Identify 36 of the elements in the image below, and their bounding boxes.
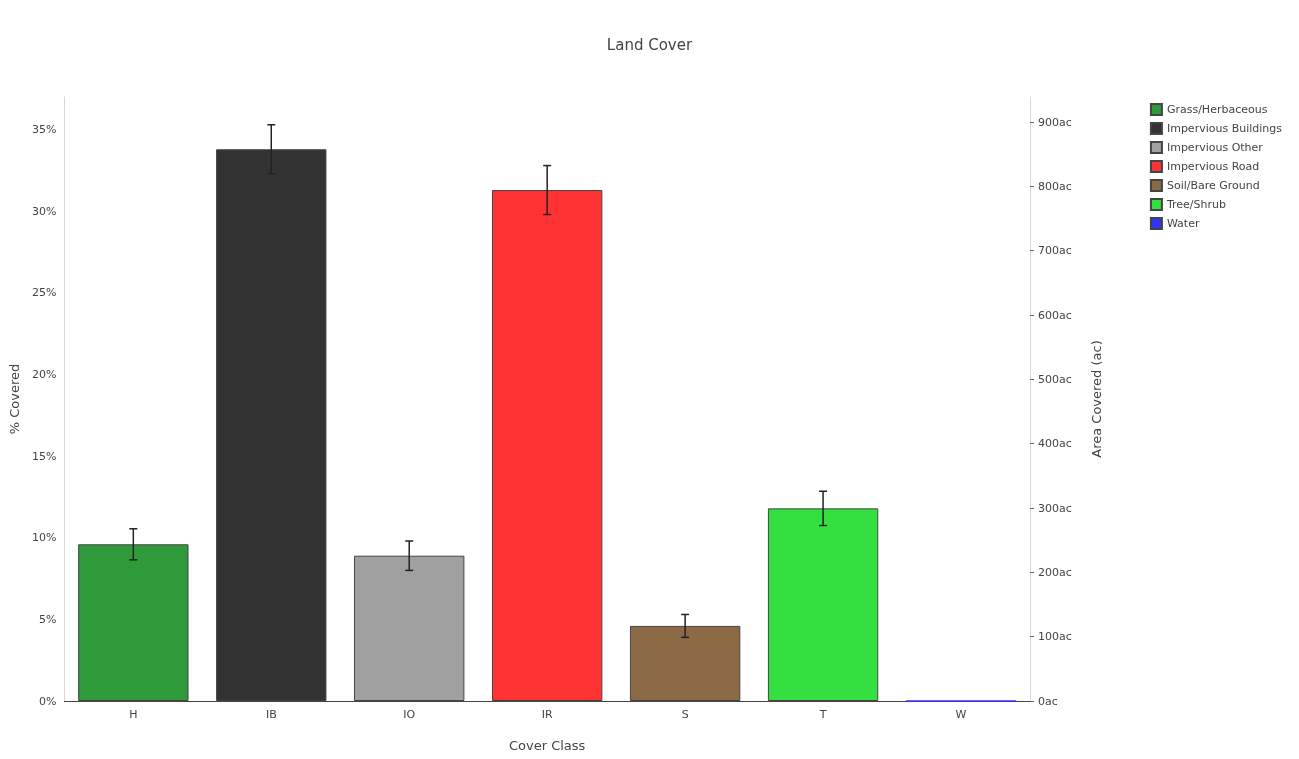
x-tick-label: T [818, 708, 827, 721]
legend-label: Impervious Buildings [1166, 122, 1283, 135]
x-tick-label: S [681, 708, 689, 721]
legend-label: Impervious Other [1166, 141, 1264, 154]
y-tick-label: 5% [38, 612, 57, 626]
y-tick-label: 25% [31, 286, 57, 300]
y2-tick-label: 500ac [1038, 372, 1072, 386]
legend-label: Soil/Bare Ground [1166, 179, 1260, 192]
y2-tick-label: 600ac [1038, 308, 1072, 322]
y-tick-label: 10% [31, 531, 57, 545]
y-tick-label: 30% [31, 204, 57, 218]
y2-axis-title: Area Covered (ac) [1089, 340, 1104, 458]
y-axis-title: % Covered [7, 363, 22, 435]
y-tick-label: 35% [31, 123, 57, 137]
x-axis-title: Cover Class [508, 738, 586, 753]
x-tick-label: IR [541, 708, 553, 721]
legend-label: Grass/Herbaceous [1166, 103, 1268, 116]
chart-title: Land Cover [606, 35, 693, 54]
legend-label: Tree/Shrub [1165, 198, 1226, 211]
x-tick-label: H [129, 708, 138, 721]
y-tick-label: 20% [31, 368, 57, 382]
legend-label: Impervious Road [1166, 160, 1260, 173]
legend-label: Water [1166, 217, 1200, 230]
y-tick-label: 15% [31, 449, 57, 463]
x-tick-label: W [955, 708, 967, 721]
y2-tick-label: 0ac [1038, 694, 1058, 708]
y-tick-label: 0% [38, 694, 57, 708]
y2-tick-label: 300ac [1038, 501, 1072, 515]
x-tick-label: IO [403, 708, 416, 721]
y2-tick-label: 200ac [1038, 565, 1072, 579]
y2-tick-label: 900ac [1038, 115, 1072, 129]
y2-tick-label: 700ac [1038, 244, 1072, 258]
y2-tick-label: 800ac [1038, 179, 1072, 193]
x-tick-label: IB [265, 708, 277, 721]
y2-tick-label: 100ac [1038, 630, 1072, 644]
y2-tick-label: 400ac [1038, 437, 1072, 451]
